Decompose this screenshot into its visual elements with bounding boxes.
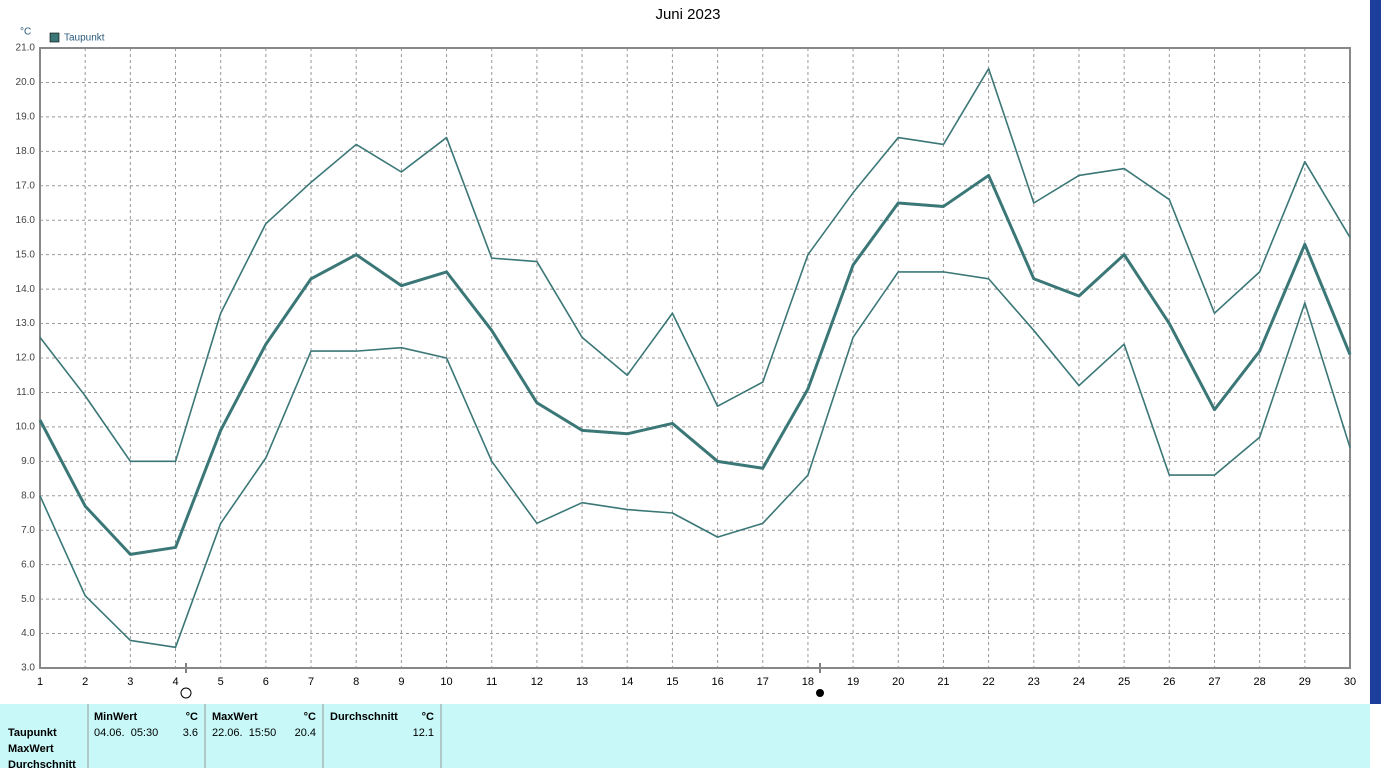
y-tick-label: 21.0	[16, 43, 36, 54]
x-tick-label: 10	[440, 676, 452, 688]
y-tick-label: 4.0	[21, 628, 35, 639]
y-tick-label: 5.0	[21, 594, 35, 605]
row-label: Taupunkt	[8, 727, 57, 739]
table-header: MinWert	[94, 711, 138, 723]
table-header: Durchschnitt	[330, 711, 398, 723]
x-tick-label: 4	[172, 676, 178, 688]
x-tick-label: 18	[802, 676, 814, 688]
x-tick-label: 5	[218, 676, 224, 688]
y-tick-label: 6.0	[21, 559, 35, 570]
table-header: °C	[422, 711, 434, 723]
line	[38, 173, 1352, 556]
x-tick-label: 2	[82, 676, 88, 688]
row-label: Durchschnitt	[8, 759, 76, 768]
table-cell: 3.6	[183, 727, 198, 739]
x-tick-label: 23	[1028, 676, 1040, 688]
y-tick-label: 18.0	[16, 146, 36, 157]
table-background	[0, 704, 1370, 768]
x-tick-label: 16	[711, 676, 723, 688]
table-cell: 12.1	[413, 727, 434, 739]
table-header: MaxWert	[212, 711, 258, 723]
line	[39, 67, 1351, 463]
table-cell: 20.4	[295, 727, 316, 739]
table-header: °C	[304, 711, 316, 723]
side-edge	[1370, 0, 1381, 704]
y-tick-label: 10.0	[16, 422, 36, 433]
x-tick-label: 30	[1344, 676, 1356, 688]
x-tick-label: 27	[1208, 676, 1220, 688]
table-header: °C	[186, 711, 198, 723]
x-tick-label: 28	[1254, 676, 1266, 688]
x-tick-label: 7	[308, 676, 314, 688]
line	[39, 271, 1351, 649]
legend-swatch	[49, 32, 60, 43]
x-tick-label: 11	[486, 676, 497, 688]
y-tick-label: 9.0	[21, 456, 35, 467]
legend-label: Taupunkt	[64, 33, 105, 44]
x-tick-label: 29	[1299, 676, 1311, 688]
table-cell: 04.06. 05:30	[94, 727, 158, 739]
x-tick-label: 26	[1163, 676, 1175, 688]
row-label: MaxWert	[8, 743, 54, 755]
x-tick-label: 3	[127, 676, 133, 688]
x-tick-label: 9	[398, 676, 404, 688]
x-tick-label: 22	[982, 676, 994, 688]
table-cell: 22.06. 15:50	[212, 727, 276, 739]
y-tick-label: 20.0	[16, 77, 36, 88]
table-lines	[87, 704, 442, 768]
y-tick-label: 11.0	[16, 387, 35, 398]
x-tick-label: 15	[666, 676, 678, 688]
x-tick-label: 21	[937, 676, 949, 688]
y-tick-label: 15.0	[16, 249, 36, 260]
x-tick-label: 20	[892, 676, 904, 688]
x-tick-label: 13	[576, 676, 588, 688]
x-tick-label: 6	[263, 676, 269, 688]
x-tick-label: 17	[757, 676, 769, 688]
y-tick-label: 7.0	[21, 525, 35, 536]
x-tick-label: 8	[353, 676, 359, 688]
plot-frame	[39, 47, 1351, 669]
x-tick-label: 12	[531, 676, 543, 688]
y-axis-unit: °C	[20, 27, 31, 38]
x-tick-label: 1	[37, 676, 43, 688]
y-tick-label: 19.0	[16, 112, 36, 123]
y-tick-label: 16.0	[16, 215, 36, 226]
chart-title: Juni 2023	[655, 6, 720, 23]
y-tick-label: 17.0	[16, 180, 36, 191]
y-tick-label: 14.0	[16, 284, 36, 295]
moon-full	[816, 689, 824, 697]
x-tick-label: 19	[847, 676, 859, 688]
y-tick-label: 3.0	[21, 663, 35, 674]
x-tick-label: 14	[621, 676, 633, 688]
y-tick-label: 13.0	[16, 318, 36, 329]
moon-new	[180, 687, 192, 699]
x-tick-label: 25	[1118, 676, 1130, 688]
x-tick-label: 24	[1073, 676, 1085, 688]
y-tick-label: 12.0	[16, 353, 36, 364]
y-tick-label: 8.0	[21, 490, 35, 501]
